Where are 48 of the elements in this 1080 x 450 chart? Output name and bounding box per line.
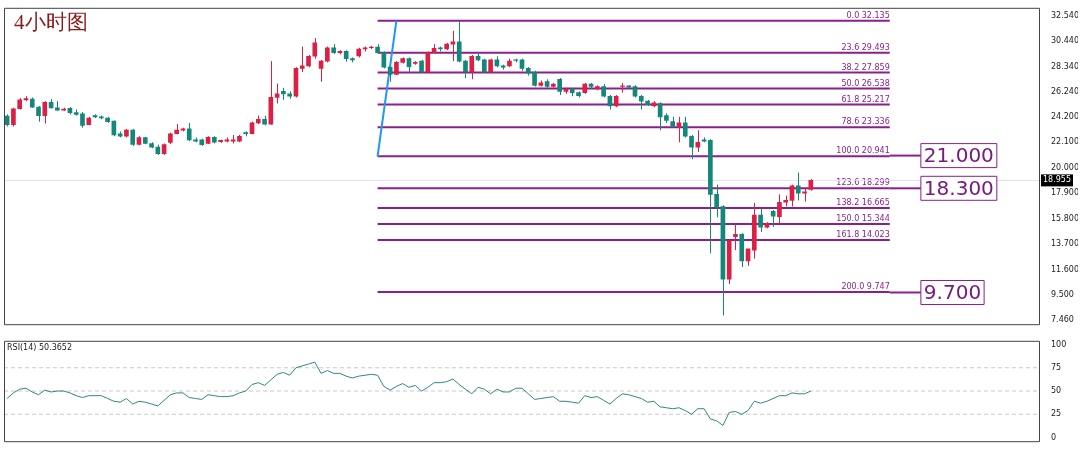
y-tick-label: 75: [1051, 362, 1062, 372]
ref-line-label: 21.000: [923, 142, 994, 167]
ref-line-label: 200.0 9.747: [841, 282, 890, 291]
candlestick: [733, 222, 738, 251]
annotation: 18.955: [1043, 175, 1071, 185]
ref-line-label: 138.2 16.665: [836, 198, 890, 208]
chart-title: 4小时图: [14, 9, 88, 36]
ref-line-label: 161.8 14.023: [836, 230, 890, 240]
chart-title: RSI(14) 50.3652: [7, 343, 73, 352]
ref-line-label: 38.2 27.859: [841, 62, 890, 72]
y-tick-label: 9.500: [1051, 289, 1074, 299]
y-tick-label: 100: [1051, 339, 1067, 349]
candlestick: [425, 50, 431, 74]
y-tick-label: 11.600: [1051, 264, 1079, 274]
ref-line-label: 61.8 25.217: [841, 94, 890, 104]
y-tick-label: 13.700: [1051, 239, 1079, 249]
y-tick-label: 24.200: [1051, 111, 1079, 121]
y-tick-label: 17.900: [1051, 188, 1079, 198]
ref-line-label: 23.6 29.493: [841, 42, 890, 52]
candlestick: [274, 83, 280, 105]
y-tick-label: 7.460: [1051, 314, 1074, 324]
candlestick: [42, 100, 48, 124]
candlestick: [456, 20, 462, 63]
y-tick-label: 32.540: [1051, 10, 1079, 20]
candlestick: [795, 172, 801, 201]
ref-line-label: 150.0 15.344: [836, 214, 890, 224]
y-tick-label: 20.000: [1051, 162, 1079, 172]
ref-line-label: 78.6 23.336: [841, 117, 890, 127]
y-tick-label: 26.240: [1051, 87, 1079, 97]
y-tick-label: 0: [1051, 432, 1057, 442]
ref-line-label: 123.6 18.299: [836, 178, 890, 188]
y-tick-label: 30.440: [1051, 36, 1079, 46]
y-tick-label: 28.340: [1051, 61, 1079, 71]
ref-line-label: 50.0 26.538: [841, 78, 890, 88]
y-tick-label: 22.100: [1051, 137, 1079, 147]
candlestick: [469, 54, 475, 80]
candlestick: [299, 46, 305, 73]
candlestick: [695, 129, 701, 153]
y-tick-label: 50: [1051, 386, 1062, 396]
candlestick: [463, 59, 468, 79]
ref-line-label: 0.0 32.135: [846, 10, 890, 20]
ref-line-label: 100.0 20.941: [836, 146, 890, 156]
ref-line-label: 9.700: [923, 279, 982, 304]
candlestick: [758, 208, 763, 233]
candlestick: [186, 122, 192, 142]
y-tick-label: 25: [1051, 409, 1062, 419]
ref-line-label: 18.300: [923, 175, 994, 200]
y-tick-label: 15.800: [1051, 213, 1079, 223]
